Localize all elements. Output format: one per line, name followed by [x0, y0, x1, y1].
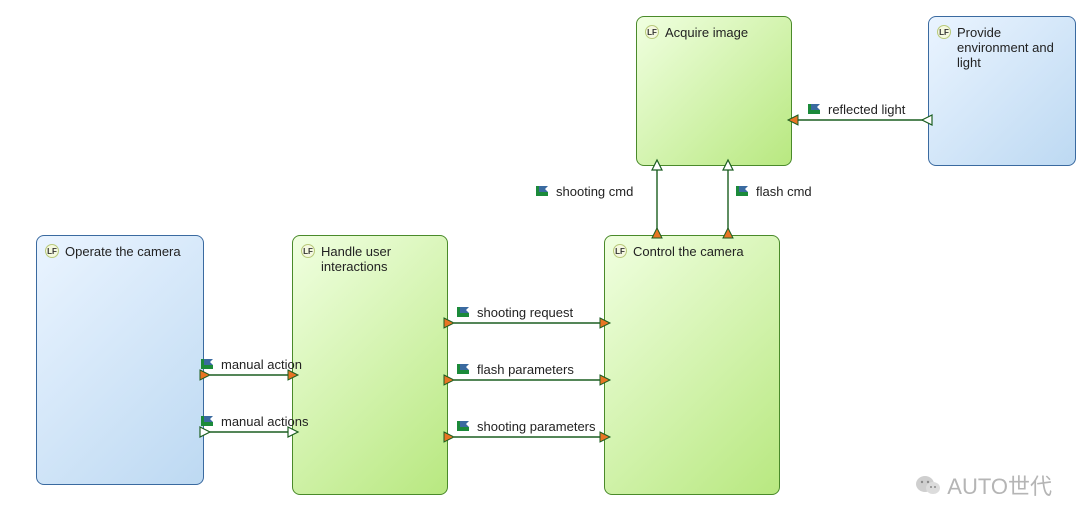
- node-acquire-image[interactable]: Acquire image: [636, 16, 792, 166]
- edge-label-shooting-request: shooting request: [477, 305, 573, 320]
- flow-flag-icon: [457, 421, 475, 433]
- edge-label-manual-action: manual action: [221, 357, 302, 372]
- flow-flag-icon: [808, 104, 826, 116]
- node-provide-env-light[interactable]: Provide environment and light: [928, 16, 1076, 166]
- flow-flag-icon: [736, 186, 754, 198]
- lf-icon: [613, 244, 627, 258]
- watermark-text: AUTO世代: [947, 469, 1052, 501]
- node-label: Handle user interactions: [321, 244, 391, 274]
- node-label: Acquire image: [665, 25, 748, 40]
- flow-flag-icon: [457, 364, 475, 376]
- edge-label-reflected-light: reflected light: [828, 102, 905, 117]
- flow-flag-icon: [201, 359, 219, 371]
- edge-label-shooting-parameters: shooting parameters: [477, 419, 596, 434]
- lf-icon: [301, 244, 315, 258]
- node-control-camera[interactable]: Control the camera: [604, 235, 780, 495]
- flow-flag-icon: [201, 416, 219, 428]
- edge-label-flash-parameters: flash parameters: [477, 362, 574, 377]
- node-label: Operate the camera: [65, 244, 181, 259]
- flow-flag-icon: [457, 307, 475, 319]
- wechat-icon: [915, 474, 941, 496]
- lf-icon: [937, 25, 951, 39]
- node-handle-user-interactions[interactable]: Handle user interactions: [292, 235, 448, 495]
- watermark: AUTO世代: [915, 469, 1052, 501]
- edge-label-flash-cmd: flash cmd: [756, 184, 812, 199]
- edge-label-manual-actions: manual actions: [221, 414, 308, 429]
- lf-icon: [645, 25, 659, 39]
- edge-label-shooting-cmd: shooting cmd: [556, 184, 633, 199]
- flow-flag-icon: [536, 186, 554, 198]
- node-operate-camera[interactable]: Operate the camera: [36, 235, 204, 485]
- node-label: Provide environment and light: [957, 25, 1054, 70]
- node-label: Control the camera: [633, 244, 744, 259]
- lf-icon: [45, 244, 59, 258]
